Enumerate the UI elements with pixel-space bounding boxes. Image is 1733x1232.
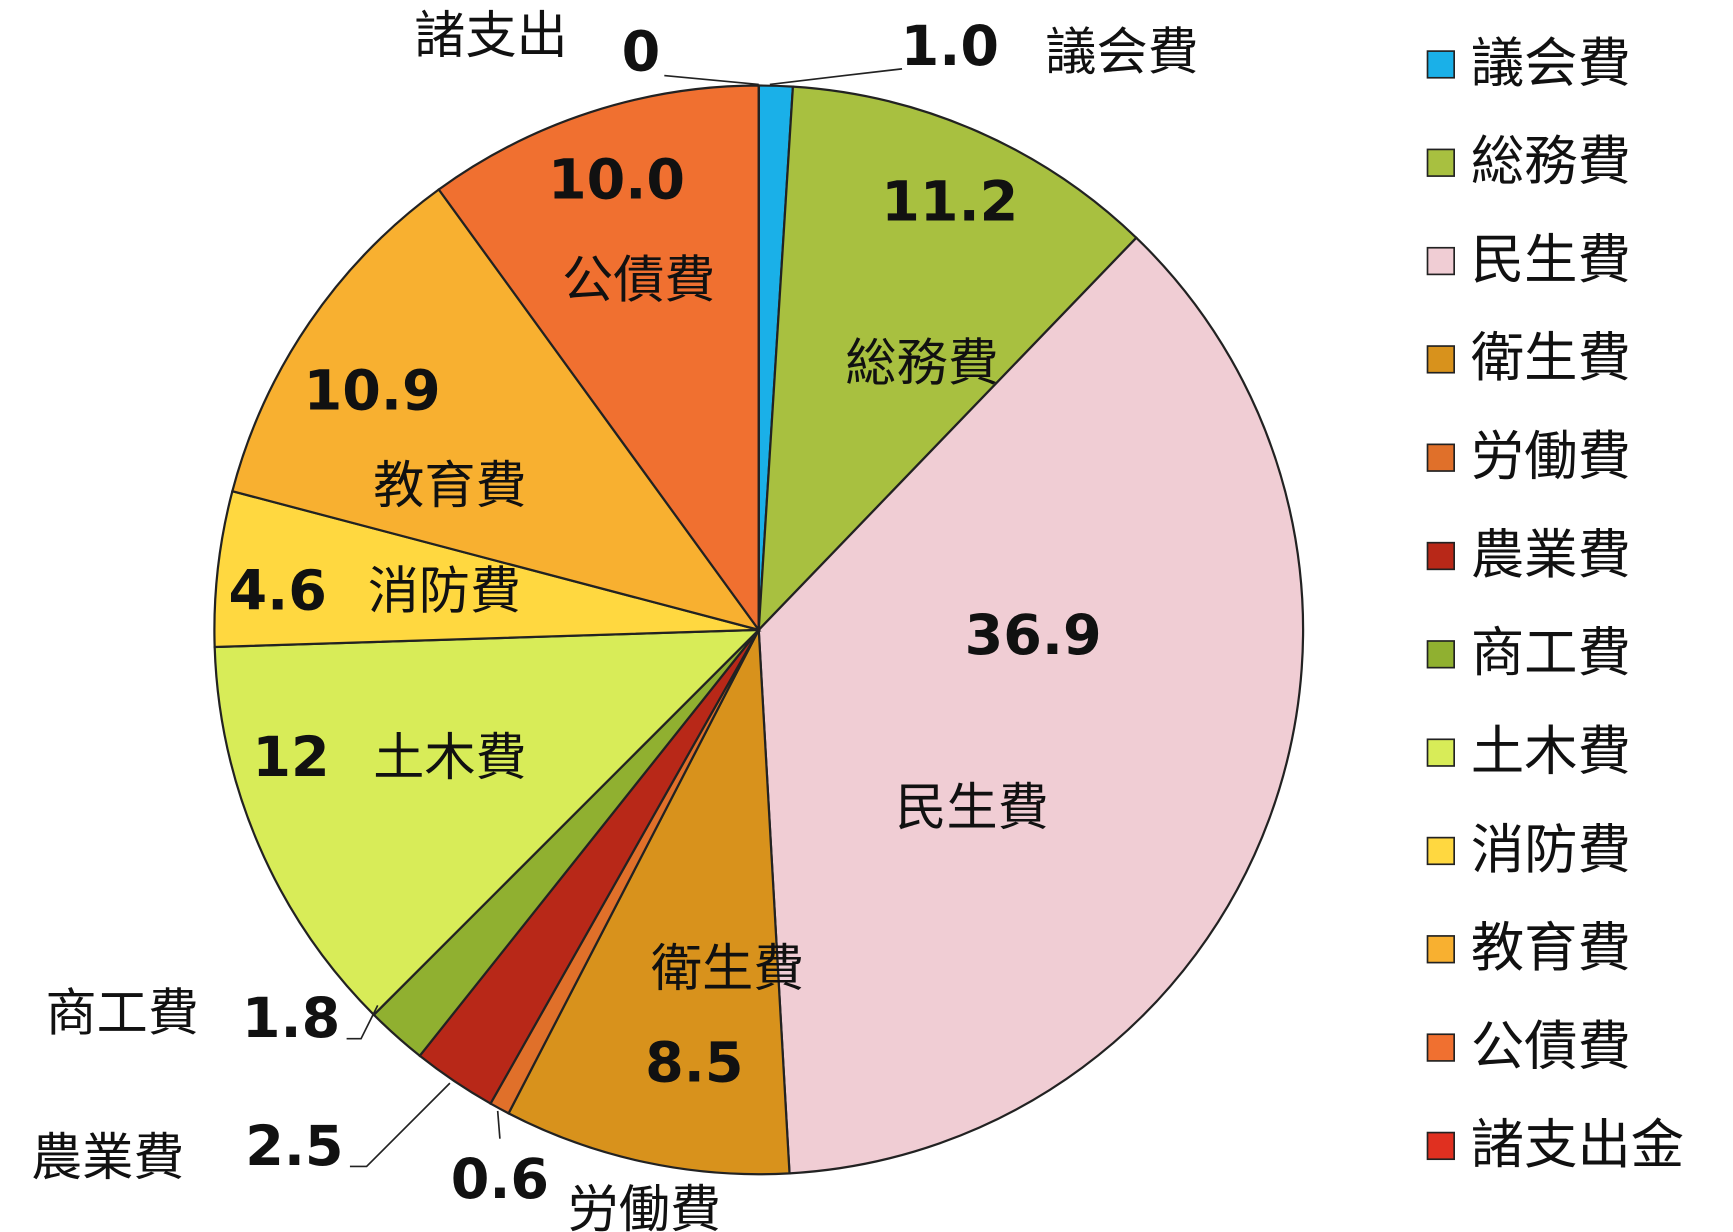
value-label: 0.6 xyxy=(451,1147,549,1212)
slice-label: 総務費 xyxy=(845,335,998,394)
slice-label: 諸支出 xyxy=(414,7,567,66)
value-label: 1.0 xyxy=(901,14,999,79)
legend-label: 総務費 xyxy=(1471,131,1631,193)
value-label: 11.2 xyxy=(881,170,1018,235)
slice-label: 衛生費 xyxy=(651,940,804,999)
leader-line xyxy=(496,1110,501,1139)
value-label: 4.6 xyxy=(229,558,327,623)
leader-line xyxy=(769,68,903,86)
legend-swatch xyxy=(1426,246,1455,276)
legend-swatch xyxy=(1426,640,1455,669)
legend-label: 議会費 xyxy=(1471,32,1631,94)
slice-label: 労働費 xyxy=(568,1181,721,1232)
leader-line xyxy=(346,1004,379,1040)
slice-label: 消防費 xyxy=(368,562,521,621)
value-label: 1.8 xyxy=(242,986,340,1051)
value-label: 8.5 xyxy=(645,1031,743,1096)
slice-label: 農業費 xyxy=(31,1129,184,1188)
legend-label: 土木費 xyxy=(1471,721,1631,783)
legend-label: 諸支出金 xyxy=(1471,1114,1684,1176)
legend-label: 消防費 xyxy=(1471,819,1631,881)
legend-swatch xyxy=(1426,345,1455,374)
slice-label: 民生費 xyxy=(895,779,1048,838)
legend-swatch xyxy=(1426,935,1455,964)
slice-label: 土木費 xyxy=(373,729,526,788)
slice-label: 教育費 xyxy=(373,457,526,516)
pie-slice xyxy=(437,84,760,634)
pie-slice xyxy=(231,187,762,632)
legend-label: 公債費 xyxy=(1471,1015,1631,1077)
legend-swatch xyxy=(1426,443,1455,472)
pie-slice xyxy=(213,489,760,649)
pie-slice xyxy=(507,625,791,1176)
legend-label: 商工費 xyxy=(1471,622,1631,684)
value-label: 10.0 xyxy=(548,147,685,212)
pie-slice xyxy=(213,628,762,1017)
value-label: 12 xyxy=(252,725,329,790)
value-label: 0 xyxy=(622,20,661,85)
pie-slice xyxy=(757,85,1138,633)
leader-line xyxy=(349,1082,451,1168)
legend-label: 農業費 xyxy=(1471,524,1631,586)
slice-label: 商工費 xyxy=(46,984,199,1043)
pie-slice xyxy=(757,236,1305,1175)
value-label: 10.9 xyxy=(304,359,441,424)
slice-label: 公債費 xyxy=(562,251,715,310)
legend-label: 民生費 xyxy=(1471,229,1631,291)
legend-label: 教育費 xyxy=(1471,917,1631,979)
legend-swatch xyxy=(1426,738,1455,767)
legend-swatch xyxy=(1426,50,1455,79)
leader-line xyxy=(664,74,759,86)
legend-label: 衛生費 xyxy=(1471,327,1631,389)
legend-swatch xyxy=(1426,1033,1455,1062)
value-label: 36.9 xyxy=(965,603,1102,668)
value-label: 2.5 xyxy=(245,1114,343,1179)
slice-label: 議会費 xyxy=(1045,24,1198,83)
legend-swatch xyxy=(1426,836,1455,866)
legend-swatch xyxy=(1426,1131,1455,1161)
legend-label: 労働費 xyxy=(1471,426,1631,488)
legend-swatch xyxy=(1426,148,1455,177)
legend-swatch xyxy=(1426,541,1455,571)
